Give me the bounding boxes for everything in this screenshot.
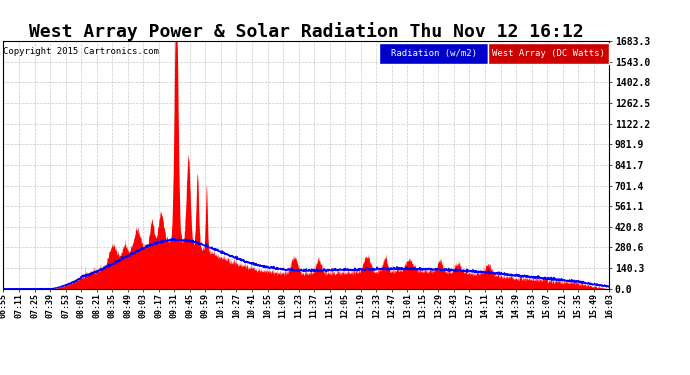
Text: West Array (DC Watts): West Array (DC Watts) (492, 49, 605, 58)
Text: Radiation (w/m2): Radiation (w/m2) (391, 49, 477, 58)
Text: Copyright 2015 Cartronics.com: Copyright 2015 Cartronics.com (3, 47, 159, 56)
Title: West Array Power & Solar Radiation Thu Nov 12 16:12: West Array Power & Solar Radiation Thu N… (29, 22, 584, 41)
